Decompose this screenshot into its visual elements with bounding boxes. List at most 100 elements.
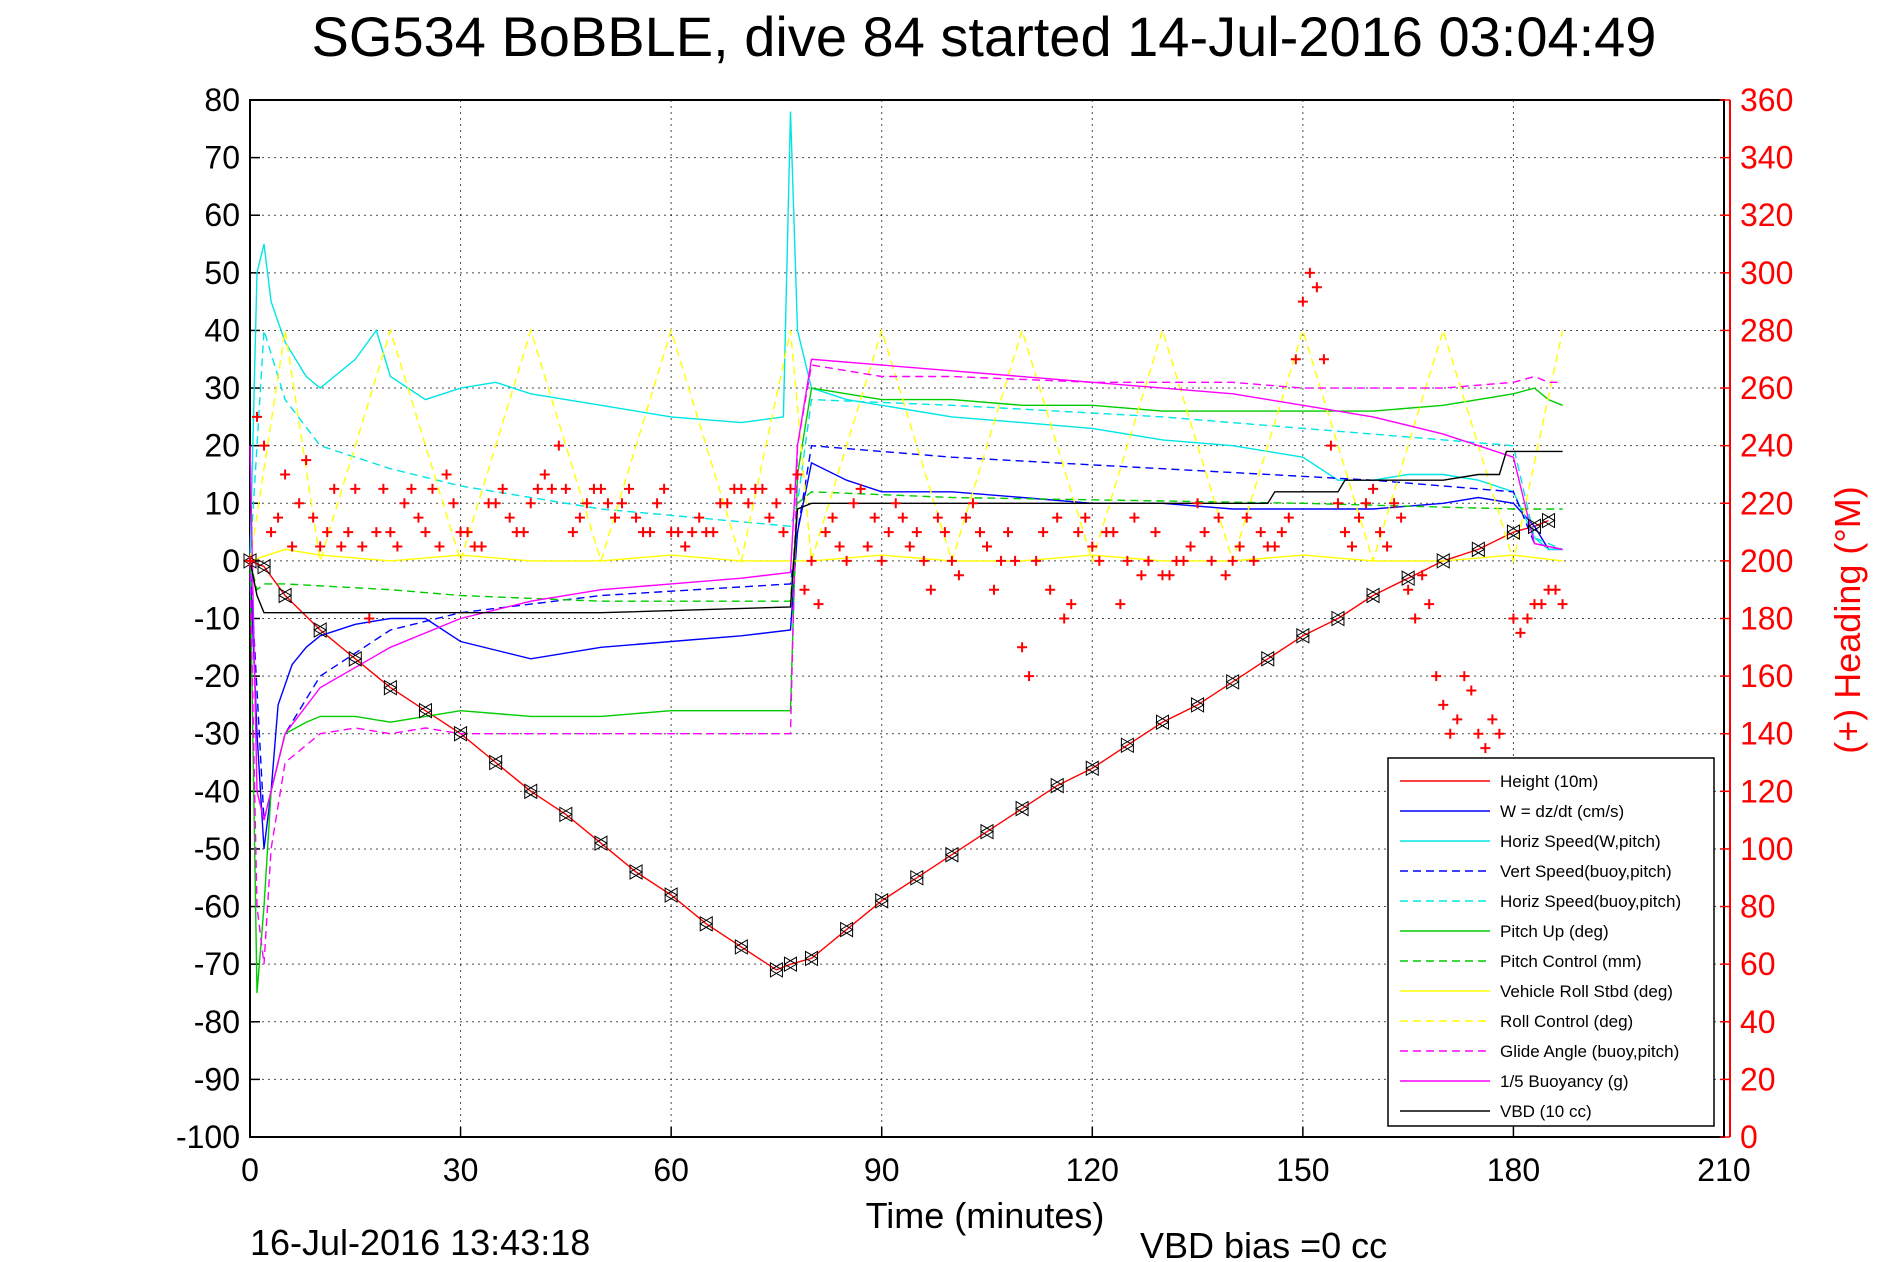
height-depth-marker: [593, 835, 608, 852]
y-right-tick-label: 260: [1740, 370, 1793, 406]
y-left-tick-label: 10: [204, 485, 240, 521]
heading-marker: [1206, 555, 1217, 566]
heading-marker: [890, 498, 901, 509]
heading-marker: [280, 469, 291, 480]
y-left-tick-label: -80: [194, 1004, 240, 1040]
height-depth-marker: [804, 950, 819, 967]
heading-marker: [631, 512, 642, 523]
heading-marker: [259, 440, 270, 451]
series-line-horiz-speed-w-pitch: [249, 111, 1563, 561]
heading-marker: [659, 483, 670, 494]
heading-marker: [406, 483, 417, 494]
heading-marker: [420, 527, 431, 538]
y-left-tick-label: 40: [204, 312, 240, 348]
x-tick-label: 180: [1487, 1152, 1540, 1188]
chart-title: SG534 BoBBLE, dive 84 started 14-Jul-201…: [312, 5, 1657, 68]
heading-marker: [1410, 613, 1421, 624]
y-left-tick-label: -50: [194, 831, 240, 867]
heading-marker: [862, 541, 873, 552]
heading-marker: [736, 483, 747, 494]
heading-marker: [1283, 512, 1294, 523]
series-line-roll-control-deg: [249, 327, 1564, 564]
heading-marker: [1017, 642, 1028, 653]
heading-marker: [687, 527, 698, 538]
heading-marker: [245, 555, 255, 566]
heading-marker: [792, 469, 803, 480]
heading-marker: [553, 440, 564, 451]
heading-marker: [308, 512, 319, 523]
height-depth-marker: [629, 864, 644, 880]
heading-marker: [1241, 512, 1252, 523]
y-right-tick-label: 340: [1740, 140, 1793, 176]
heading-marker: [567, 527, 578, 538]
heading-marker: [1424, 599, 1435, 610]
heading-marker: [1087, 541, 1098, 552]
heading-marker: [1382, 541, 1393, 552]
heading-marker: [953, 570, 964, 581]
height-depth-marker: [1085, 760, 1100, 777]
heading-marker: [1557, 599, 1568, 610]
heading-marker: [1522, 613, 1533, 624]
height-depth-marker: [1225, 674, 1240, 690]
heading-marker: [1185, 541, 1196, 552]
height-depth-marker: [383, 679, 398, 696]
heading-marker: [1150, 527, 1161, 538]
heading-marker: [1466, 685, 1477, 696]
heading-marker: [1417, 570, 1428, 581]
height-depth-marker: [1527, 518, 1542, 535]
heading-markers: [245, 268, 1568, 797]
heading-marker: [329, 483, 340, 494]
legend: Height (10m) W = dz/dt (cm/s) Horiz Speed(…: [1387, 757, 1715, 1127]
height-depth-marker: [980, 823, 994, 840]
heading-marker: [1339, 527, 1350, 538]
heading-marker: [1038, 527, 1049, 538]
heading-marker: [932, 512, 943, 523]
y-right-tick-label: 0: [1740, 1119, 1758, 1155]
heading-marker: [1494, 728, 1505, 739]
heading-marker: [1536, 599, 1547, 610]
heading-marker: [581, 498, 592, 509]
heading-marker: [448, 498, 459, 509]
heading-marker: [841, 555, 852, 566]
y-left-tick-label: 30: [204, 370, 240, 406]
heading-marker: [1480, 743, 1491, 754]
heading-marker: [574, 512, 585, 523]
legend-entry-label: Height (10m): [1500, 772, 1598, 791]
y-left-tick-label: -100: [176, 1119, 240, 1155]
y-left-tick-label: -40: [194, 773, 240, 809]
heading-marker: [1396, 512, 1407, 523]
y-left-tick-label: 50: [204, 255, 240, 291]
heading-marker: [967, 498, 978, 509]
heading-marker: [1227, 555, 1238, 566]
y-right-ticks: 3603403203002802602402202001801601401201…: [1720, 82, 1793, 1155]
heading-marker: [1031, 555, 1042, 566]
height-depth-marker: [874, 892, 889, 909]
y-left-tick-label: 70: [204, 140, 240, 176]
height-depth-marker: [523, 783, 538, 800]
y-right-tick-label: 220: [1740, 485, 1793, 521]
x-tick-label: 90: [864, 1152, 900, 1188]
x-tick-label: 0: [241, 1152, 259, 1188]
height-depth-marker: [1471, 541, 1486, 558]
heading-marker: [1346, 541, 1357, 552]
heading-marker: [497, 483, 508, 494]
heading-marker: [617, 498, 628, 509]
heading-marker: [287, 541, 298, 552]
heading-marker: [1431, 671, 1442, 682]
heading-marker: [539, 469, 550, 480]
heading-marker: [771, 498, 782, 509]
heading-marker: [371, 527, 382, 538]
legend-entry-label: Vehicle Roll Stbd (deg): [1500, 982, 1673, 1001]
heading-marker: [1515, 627, 1526, 638]
heading-marker: [982, 541, 992, 552]
y-left-tick-label: 60: [204, 197, 240, 233]
series-line-w-dz-dt-cm-s: [249, 461, 1563, 849]
heading-marker: [1452, 714, 1463, 725]
heading-marker: [1003, 527, 1014, 538]
heading-marker: [624, 483, 635, 494]
heading-marker: [960, 512, 971, 523]
heading-marker: [989, 584, 1000, 595]
x-tick-label: 30: [443, 1152, 479, 1188]
height-depth-marker: [313, 622, 328, 638]
height-depth-marker: [1436, 553, 1451, 569]
